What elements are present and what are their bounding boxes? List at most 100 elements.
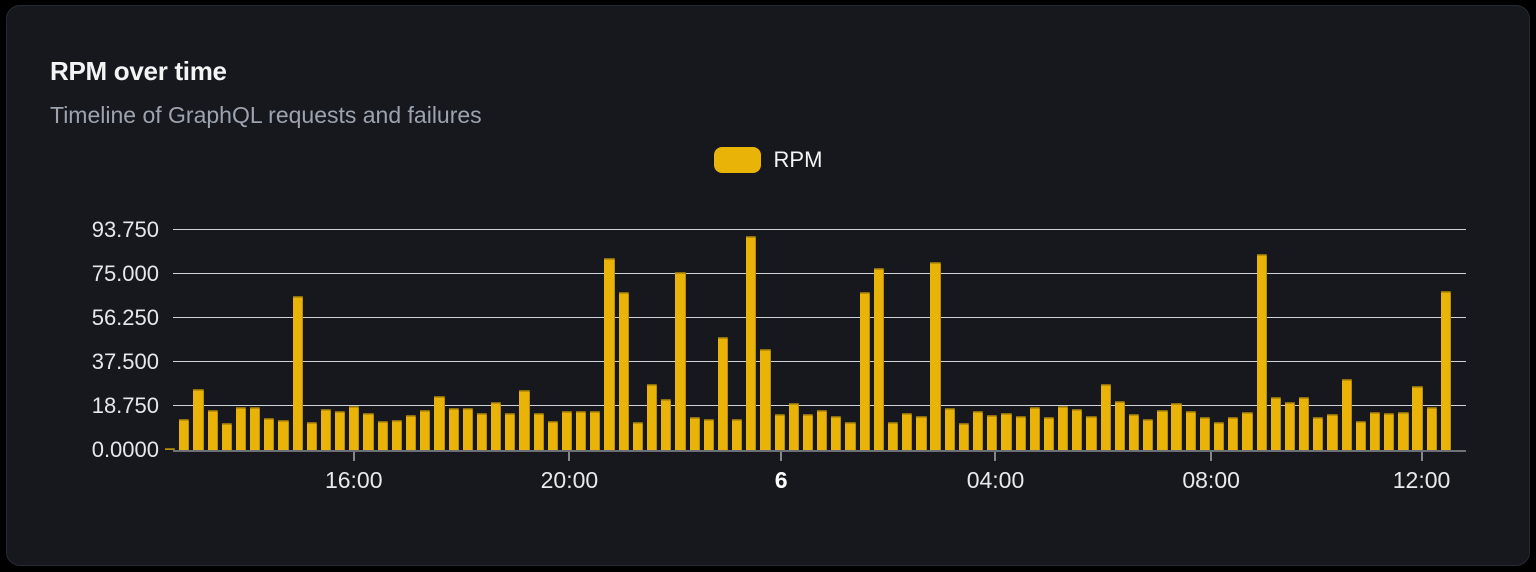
rpm-bar[interactable] [420, 410, 431, 450]
rpm-bar[interactable] [1313, 417, 1324, 450]
rpm-bar[interactable] [732, 419, 743, 450]
rpm-bar[interactable] [306, 421, 317, 450]
rpm-bar[interactable] [179, 419, 190, 450]
rpm-bar[interactable] [207, 410, 218, 450]
rpm-bar[interactable] [320, 408, 332, 450]
rpm-bar[interactable] [774, 414, 785, 450]
y-tick-label: 37.500 [91, 349, 159, 374]
rpm-bar[interactable] [491, 402, 502, 450]
gridline [173, 228, 1466, 230]
rpm-bar[interactable] [264, 418, 275, 450]
rpm-bar[interactable] [646, 384, 658, 450]
rpm-bar[interactable] [1157, 410, 1168, 450]
rpm-bar[interactable] [902, 413, 913, 450]
rpm-bar[interactable] [1327, 414, 1338, 450]
rpm-bar[interactable] [1270, 397, 1281, 450]
rpm-bar[interactable] [1001, 413, 1012, 450]
rpm-bar[interactable] [632, 422, 643, 450]
rpm-bar[interactable] [802, 414, 814, 450]
rpm-bar[interactable] [221, 423, 232, 450]
rpm-bar[interactable] [1228, 416, 1239, 450]
rpm-bar[interactable] [165, 447, 176, 450]
rpm-bar[interactable] [193, 389, 204, 450]
rpm-bar[interactable] [590, 410, 601, 450]
rpm-bar[interactable] [434, 396, 445, 450]
rpm-bar[interactable] [1341, 379, 1352, 450]
rpm-bar[interactable] [703, 419, 714, 450]
rpm-bar[interactable] [1369, 411, 1381, 450]
rpm-bar[interactable] [916, 415, 927, 450]
x-tick-mark [352, 452, 355, 461]
y-tick-label: 56.250 [91, 305, 159, 330]
rpm-bar[interactable] [1355, 420, 1366, 450]
rpm-bar[interactable] [250, 407, 261, 450]
rpm-bar[interactable] [1015, 415, 1026, 450]
rpm-bar[interactable] [476, 412, 488, 450]
rpm-bar[interactable] [462, 408, 473, 450]
rpm-bar[interactable] [1128, 414, 1140, 450]
rpm-bar[interactable] [391, 419, 402, 450]
rpm-bar[interactable] [363, 412, 374, 450]
rpm-bar[interactable] [1199, 417, 1211, 450]
rpm-bar[interactable] [675, 271, 686, 450]
rpm-bar[interactable] [760, 349, 771, 450]
rpm-bar[interactable] [292, 296, 303, 450]
rpm-bar[interactable] [859, 291, 870, 450]
rpm-bar[interactable] [1029, 407, 1040, 450]
plot-area[interactable] [159, 228, 1466, 452]
rpm-bar[interactable] [1412, 385, 1423, 450]
rpm-bar[interactable] [973, 411, 984, 450]
rpm-bar[interactable] [746, 235, 757, 450]
rpm-bar[interactable] [547, 420, 558, 450]
rpm-bar[interactable] [278, 419, 289, 450]
rpm-bar[interactable] [519, 389, 530, 450]
rpm-bar[interactable] [1284, 401, 1296, 450]
rpm-bar[interactable] [604, 257, 615, 450]
rpm-bar[interactable] [661, 399, 672, 450]
rpm-bar[interactable] [235, 407, 247, 450]
rpm-bar[interactable] [689, 417, 700, 450]
rpm-bar[interactable] [335, 410, 346, 450]
rpm-bar[interactable] [1171, 402, 1182, 450]
rpm-bar[interactable] [1299, 397, 1310, 450]
rpm-bar[interactable] [1256, 254, 1267, 450]
rpm-bar[interactable] [1043, 417, 1055, 450]
x-tick-mark [994, 452, 997, 461]
rpm-bar[interactable] [1086, 415, 1097, 450]
rpm-bar[interactable] [788, 403, 799, 450]
rpm-bar[interactable] [1426, 407, 1437, 450]
rpm-bar[interactable] [1100, 384, 1111, 450]
rpm-bar[interactable] [1185, 411, 1196, 450]
rpm-bar[interactable] [1058, 405, 1069, 450]
rpm-bar[interactable] [1072, 408, 1083, 450]
rpm-bar[interactable] [1114, 400, 1125, 450]
rpm-bar[interactable] [1398, 412, 1409, 450]
rpm-bar[interactable] [1440, 290, 1452, 450]
rpm-bar[interactable] [505, 412, 516, 450]
rpm-bar[interactable] [618, 291, 629, 450]
rpm-bar[interactable] [1143, 419, 1154, 450]
rpm-bar[interactable] [533, 412, 544, 450]
gridline [173, 360, 1466, 362]
rpm-bar[interactable] [944, 408, 955, 450]
rpm-bar[interactable] [561, 410, 573, 450]
rpm-bar[interactable] [845, 421, 856, 450]
rpm-bar[interactable] [1242, 411, 1253, 450]
rpm-bar[interactable] [930, 262, 941, 450]
rpm-bar[interactable] [987, 415, 998, 450]
rpm-bar[interactable] [1384, 413, 1395, 450]
rpm-bar[interactable] [1214, 422, 1225, 450]
rpm-bar[interactable] [958, 422, 970, 450]
rpm-bar[interactable] [377, 420, 388, 450]
rpm-bar[interactable] [717, 336, 729, 450]
rpm-bar[interactable] [887, 422, 899, 450]
rpm-bar[interactable] [831, 415, 842, 450]
y-axis-labels: 0.0000 18.750 37.500 56.250 75.000 93.750 [7, 217, 159, 462]
rpm-bar[interactable] [349, 406, 360, 450]
rpm-bar[interactable] [873, 267, 884, 450]
rpm-bar[interactable] [576, 410, 587, 450]
rpm-bar[interactable] [405, 414, 417, 450]
legend[interactable]: RPM [7, 145, 1529, 175]
rpm-bar[interactable] [448, 407, 459, 450]
rpm-bar[interactable] [817, 410, 828, 450]
